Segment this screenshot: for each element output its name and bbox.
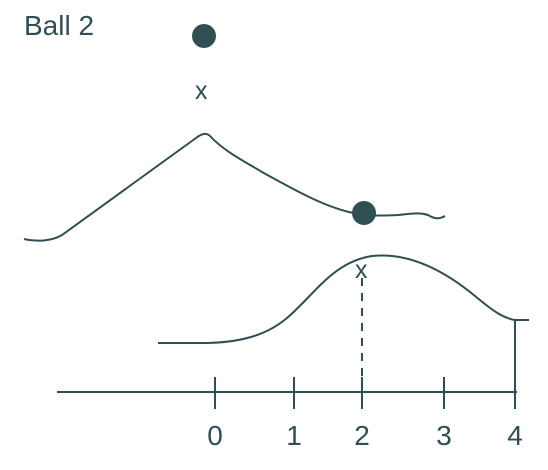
axis-label-1: 1 xyxy=(286,420,302,451)
top-marker-label: x xyxy=(195,77,208,105)
upper-curve xyxy=(23,132,446,242)
diagram-title: Ball 2 xyxy=(24,10,94,41)
axis-label-0: 0 xyxy=(207,420,223,451)
middle-ball xyxy=(352,201,376,225)
axis-label-2: 2 xyxy=(354,420,370,451)
top-ball xyxy=(192,24,216,48)
lower-marker-label: x xyxy=(355,256,368,284)
axis-label-3: 3 xyxy=(436,420,452,451)
axis-label-4: 4 xyxy=(507,420,523,451)
lower-curve xyxy=(158,254,529,344)
